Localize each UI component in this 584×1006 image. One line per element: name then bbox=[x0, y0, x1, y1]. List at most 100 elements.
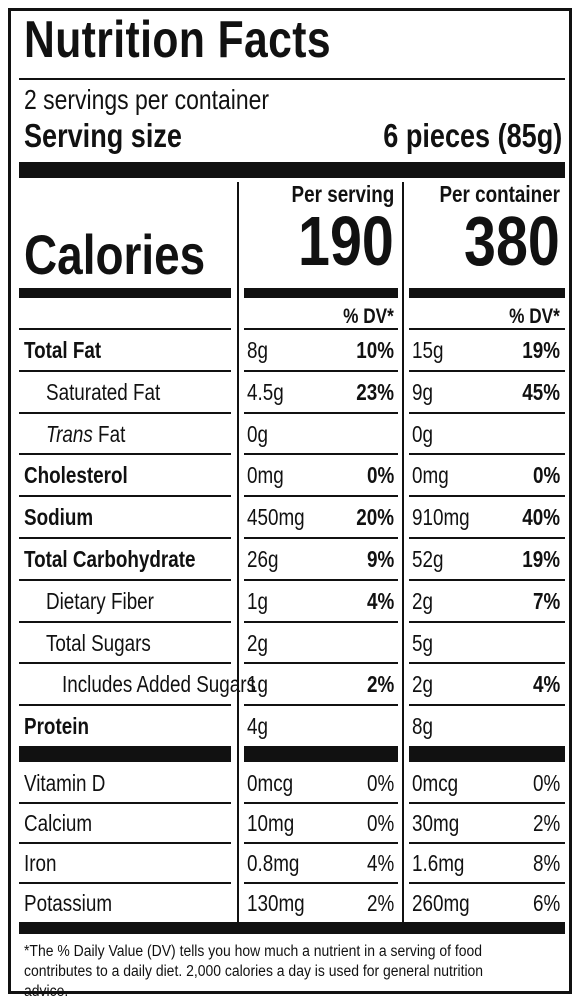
servings-per-container: 2 servings per container bbox=[24, 84, 270, 115]
nutrient-name-rest: Fat bbox=[92, 420, 126, 447]
container-dv-text: 0% bbox=[532, 462, 560, 489]
row-separator bbox=[409, 662, 565, 665]
serving-dv-text: 2% bbox=[366, 671, 394, 698]
vitamin-serving-dv-text: 0% bbox=[366, 770, 394, 796]
footer-thick-bar bbox=[19, 922, 565, 934]
vitamin-serving-amount-text: 0mcg bbox=[247, 770, 294, 796]
nutrient-name: Saturated Fat bbox=[46, 379, 185, 406]
container-amount: 5g bbox=[412, 630, 438, 657]
serving-amount: 0g bbox=[247, 421, 273, 448]
vitamin-container-dv: 0% bbox=[527, 770, 560, 797]
footnote: *The % Daily Value (DV) tells you how mu… bbox=[24, 943, 484, 1000]
serving-dv: 0% bbox=[361, 462, 394, 489]
container-dv: 40% bbox=[514, 504, 560, 531]
vitamin-container-amount: 1.6mg bbox=[412, 850, 476, 877]
vitamin-separator bbox=[244, 882, 398, 884]
vitamin-serving-amount: 130mg bbox=[247, 890, 317, 917]
nutrient-name: Sodium bbox=[24, 504, 108, 531]
nutrient-name-italic: Trans bbox=[46, 420, 93, 447]
row-separator bbox=[409, 578, 565, 581]
container-amount-text: 0mg bbox=[412, 462, 449, 489]
serving-amount-text: 0mg bbox=[247, 462, 284, 489]
vitamin-name-text: Potassium bbox=[24, 890, 113, 916]
vitamin-container-dv: 8% bbox=[527, 850, 560, 877]
row-separator bbox=[244, 620, 398, 623]
container-amount-text: 0g bbox=[412, 420, 433, 447]
container-amount-text: 15g bbox=[412, 337, 444, 363]
serving-amount: 0mg bbox=[247, 462, 292, 489]
serving-amount: 2g bbox=[247, 630, 273, 657]
nutrient-name-text: Total Carbohydrate bbox=[24, 546, 196, 572]
container-amount: 0mg bbox=[412, 462, 457, 489]
row-separator bbox=[409, 495, 565, 498]
vitamin-name-text: Calcium bbox=[24, 810, 93, 836]
vitamin-separator bbox=[19, 842, 231, 844]
vitamin-serving-dv: 2% bbox=[361, 890, 394, 917]
vitamin-container-dv: 6% bbox=[527, 890, 560, 917]
serving-amount-text: 2g bbox=[247, 629, 268, 656]
serving-dv: 9% bbox=[361, 546, 394, 573]
vitamin-container-dv-text: 2% bbox=[532, 810, 560, 836]
vitamin-container-amount: 260mg bbox=[412, 890, 482, 917]
row-separator bbox=[244, 662, 398, 665]
row-separator bbox=[244, 704, 398, 707]
container-amount-text: 2g bbox=[412, 587, 433, 614]
serving-amount: 4.5g bbox=[247, 379, 292, 406]
container-dv: 0% bbox=[527, 462, 560, 489]
vitamin-separator bbox=[409, 802, 565, 804]
serving-size-value: 6 pieces (85g) bbox=[383, 117, 562, 154]
calories-bar-right bbox=[409, 288, 565, 298]
vitamin-serving-dv: 0% bbox=[361, 810, 394, 837]
container-amount-text: 8g bbox=[412, 713, 433, 740]
calories-per-container: 380 bbox=[464, 202, 560, 280]
row-separator bbox=[409, 704, 565, 707]
calories-label: Calories bbox=[24, 223, 206, 286]
label-title: Nutrition Facts bbox=[24, 11, 332, 69]
nutrient-name: Trans Fat bbox=[46, 421, 143, 448]
serving-dv: 2% bbox=[361, 671, 394, 698]
nutrient-name: Includes Added Sugars bbox=[62, 671, 299, 698]
nutrient-name: Total Fat bbox=[24, 337, 118, 364]
serving-dv-text: 9% bbox=[366, 546, 394, 572]
vitamin-serving-amount: 10mg bbox=[247, 810, 305, 837]
container-amount-text: 5g bbox=[412, 629, 433, 656]
vitamin-serving-amount: 0mcg bbox=[247, 770, 303, 797]
serving-amount: 1g bbox=[247, 671, 273, 698]
vitamin-container-amount: 0mcg bbox=[412, 770, 468, 797]
serving-amount-text: 1g bbox=[247, 671, 268, 698]
serving-amount: 26g bbox=[247, 546, 285, 573]
row-separator bbox=[19, 369, 231, 372]
per-container-label: Per container bbox=[439, 181, 560, 207]
serving-amount-text: 4g bbox=[247, 713, 268, 740]
divider-serving bbox=[237, 182, 239, 922]
serving-dv-text: 10% bbox=[356, 337, 394, 363]
container-amount: 9g bbox=[412, 379, 438, 406]
vitamin-serving-dv-text: 4% bbox=[366, 850, 394, 876]
per-serving-label: Per serving bbox=[291, 181, 394, 207]
vitamin-container-dv-text: 6% bbox=[532, 890, 560, 916]
nutrient-name: Total Sugars bbox=[46, 630, 174, 657]
serving-amount-text: 0g bbox=[247, 420, 268, 447]
serving-dv-text: 4% bbox=[366, 587, 394, 614]
vitamin-serving-dv: 0% bbox=[361, 770, 394, 797]
serving-amount-text: 8g bbox=[247, 337, 268, 363]
serving-size-label: Serving size bbox=[24, 117, 182, 154]
vitamin-separator bbox=[19, 802, 231, 804]
row-separator bbox=[409, 328, 565, 330]
container-amount-text: 2g bbox=[412, 671, 433, 698]
vitamin-container-amount-text: 0mcg bbox=[412, 770, 459, 796]
vitamins-bar-left bbox=[19, 746, 231, 762]
vitamin-serving-dv: 4% bbox=[361, 850, 394, 877]
vitamin-name: Calcium bbox=[24, 810, 107, 837]
vitamin-container-amount-text: 30mg bbox=[412, 810, 460, 836]
nutrient-name-text: Dietary Fiber bbox=[46, 587, 154, 614]
vitamin-name-text: Vitamin D bbox=[24, 770, 106, 796]
row-separator bbox=[244, 369, 398, 372]
nutrient-name-text: Sodium bbox=[24, 504, 94, 531]
container-amount: 2g bbox=[412, 588, 438, 615]
row-separator bbox=[19, 578, 231, 581]
container-amount: 8g bbox=[412, 713, 438, 740]
serving-amount: 1g bbox=[247, 588, 273, 615]
container-amount-text: 9g bbox=[412, 378, 433, 405]
serving-amount: 4g bbox=[247, 713, 273, 740]
